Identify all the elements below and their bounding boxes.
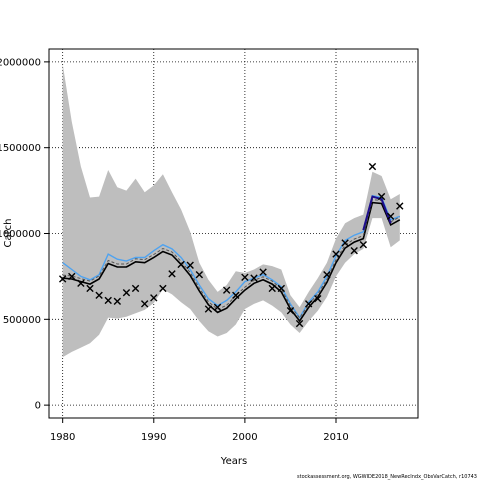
observed-point-stroke xyxy=(131,284,140,293)
observed-point-stroke xyxy=(213,303,222,311)
observed-point-stroke xyxy=(104,296,112,305)
observed-point-stroke xyxy=(113,297,122,305)
observed-point xyxy=(131,284,140,293)
observed-point xyxy=(113,297,122,305)
observed-point xyxy=(268,284,276,293)
x-tick-label: 2010 xyxy=(323,432,348,443)
observed-point-stroke xyxy=(277,284,286,293)
source-credit: stockassessment.org, WGWIDE2018_NewRecIn… xyxy=(297,474,477,480)
observed-point xyxy=(95,291,103,299)
observed-point-stroke xyxy=(368,162,377,171)
observed-point-stroke xyxy=(95,291,103,299)
x-tick-label: 1980 xyxy=(50,432,75,443)
observed-point-stroke xyxy=(241,273,249,281)
observed-point-stroke xyxy=(396,202,404,210)
series-lines xyxy=(62,194,401,323)
observed-point xyxy=(195,270,204,279)
confidence-band xyxy=(62,64,400,358)
observed-point xyxy=(359,240,368,249)
observed-point-stroke xyxy=(177,260,185,269)
observed-point-stroke xyxy=(122,289,131,297)
observed-point xyxy=(323,270,331,279)
observed-point xyxy=(58,275,67,283)
observed-point xyxy=(277,284,286,293)
x-tick-label: 1990 xyxy=(141,432,166,443)
observed-point xyxy=(250,274,258,282)
y-axis-label: Catch xyxy=(3,219,14,248)
observed-point-stroke xyxy=(77,279,85,287)
observed-point xyxy=(168,270,176,278)
observed-point xyxy=(350,246,358,255)
observed-point-stroke xyxy=(359,240,368,249)
observed-point-stroke xyxy=(204,305,213,313)
y-tick-label: 1500000 xyxy=(0,143,41,154)
observed-point-stroke xyxy=(304,300,313,308)
observed-point xyxy=(295,319,304,328)
observed-point xyxy=(241,273,249,281)
observed-point-stroke xyxy=(341,239,349,247)
observed-point xyxy=(232,291,240,299)
observed-point xyxy=(159,284,167,293)
series-line-alt xyxy=(62,194,401,319)
observed-point xyxy=(86,284,94,293)
confidence-band-area xyxy=(62,64,400,358)
observed-point-stroke xyxy=(259,268,267,276)
observed-point-stroke xyxy=(58,275,67,283)
observed-point-stroke xyxy=(232,291,240,299)
y-axis: 0 500000 1000000 1500000 2000000 xyxy=(0,57,49,412)
x-axis: 1980 1990 2000 2010 xyxy=(50,418,349,443)
y-tick-label: 1000000 xyxy=(0,229,41,240)
observed-point-stroke xyxy=(168,270,176,278)
observed-point-stroke xyxy=(250,274,258,282)
observed-point-stroke xyxy=(86,284,94,293)
series-line-estimate-dashed xyxy=(62,199,401,319)
observed-point-stroke xyxy=(159,284,167,293)
observed-point-stroke xyxy=(314,295,322,303)
observed-point xyxy=(204,305,213,313)
observed-point xyxy=(286,307,295,315)
y-tick-label: 500000 xyxy=(3,315,41,326)
observed-point xyxy=(140,300,149,308)
observed-point-stroke xyxy=(386,212,395,221)
observed-point xyxy=(122,289,131,297)
observed-point xyxy=(68,272,76,281)
observed-point-stroke xyxy=(377,192,386,201)
observed-point xyxy=(368,162,377,171)
observed-point xyxy=(77,279,85,287)
observed-point-stroke xyxy=(332,250,340,258)
y-tick-label: 2000000 xyxy=(0,57,41,68)
y-tick-label: 0 xyxy=(35,401,41,412)
observed-point xyxy=(213,303,222,311)
observed-point xyxy=(396,202,404,210)
observed-point-stroke xyxy=(150,294,158,302)
observed-point xyxy=(386,212,395,221)
observed-point xyxy=(304,300,313,308)
observed-point xyxy=(150,294,158,302)
observed-point xyxy=(104,296,112,305)
observed-point xyxy=(332,250,340,258)
observed-point-stroke xyxy=(186,261,194,269)
observed-points xyxy=(58,162,404,328)
observed-point xyxy=(377,192,386,201)
series-line-estimate xyxy=(62,201,401,323)
observed-point xyxy=(222,286,231,294)
observed-point xyxy=(259,268,267,276)
observed-point xyxy=(314,295,322,303)
observed-point-stroke xyxy=(268,284,276,293)
observed-point-stroke xyxy=(286,307,295,315)
observed-point-stroke xyxy=(323,270,331,279)
x-axis-label: Years xyxy=(220,456,247,467)
observed-point-stroke xyxy=(195,270,204,279)
observed-point xyxy=(186,261,194,269)
observed-point-stroke xyxy=(68,272,76,281)
observed-point-stroke xyxy=(295,319,304,328)
series-line-recent xyxy=(362,195,392,231)
observed-point-stroke xyxy=(350,246,358,255)
observed-point xyxy=(177,260,185,269)
observed-point-stroke xyxy=(222,286,231,294)
observed-point-stroke xyxy=(140,300,149,308)
x-tick-label: 2000 xyxy=(232,432,257,443)
observed-point xyxy=(341,239,349,247)
